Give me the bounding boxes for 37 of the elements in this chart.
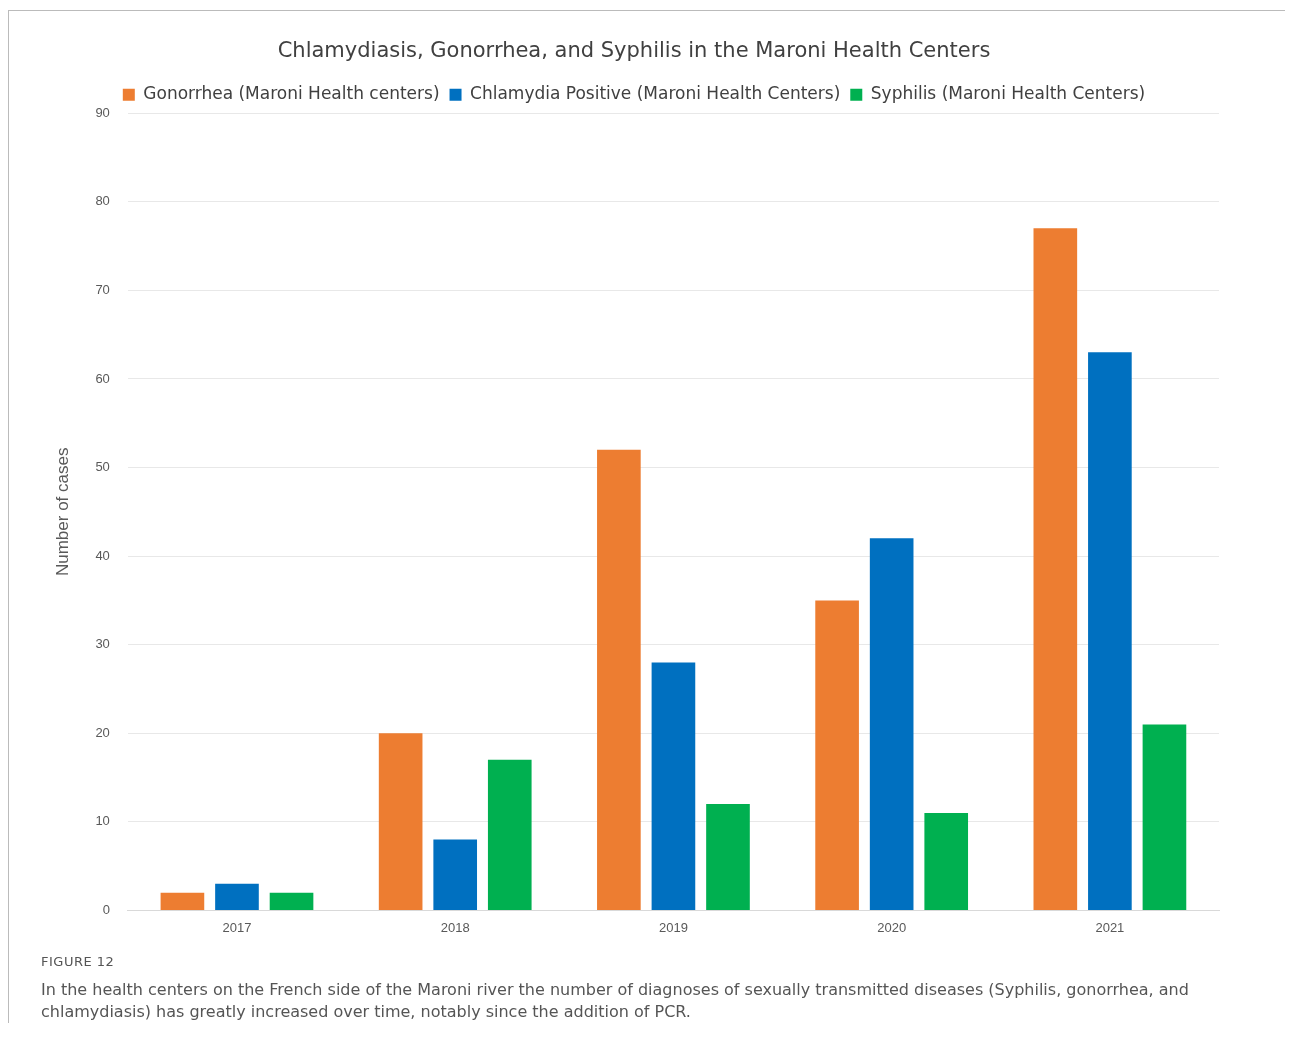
bar [1088,352,1132,910]
legend-label: Syphilis (Maroni Health Centers) [870,83,1146,104]
x-tick-label: 2020 [877,919,907,935]
y-tick-label: 60 [95,370,110,386]
y-tick-label: 30 [95,636,110,652]
text: In the health centers on the French side of the Maroni river the number of diagnoses of sexually transmitted diseases (Syphilis, gonorrhea, and chlamydiasis) has greatly increased over time, notably since the addition of PCR. [41,979,1190,1023]
y-axis-title: Number of cases [52,447,72,577]
y-tick-label: 80 [95,193,110,209]
y-tick-label: 90 [95,104,110,120]
legend-label: Chlamydia Positive (Maroni Health Centers) [470,83,841,104]
y-tick-label: 0 [102,901,110,917]
bar [215,883,259,910]
x-tick-label: 2019 [658,919,688,935]
bar [433,839,478,910]
bar [487,759,532,910]
bar [269,892,314,910]
bar [1142,724,1187,910]
y-tick-label: 10 [95,813,110,829]
bar [706,804,750,910]
caption: FIGURE 12 [41,953,116,971]
bar [1033,228,1078,910]
bar [378,733,423,910]
bar [160,892,205,910]
bar [815,600,859,910]
bar [597,449,641,910]
bar [651,662,696,910]
y-tick-label: 20 [95,724,110,740]
y-tick-label: 50 [95,459,110,475]
legend-label: Gonorrhea (Maroni Health centers) [143,83,440,104]
x-tick-label: 2017 [222,919,252,935]
bar [869,538,914,910]
y-tick-label: 40 [95,547,110,563]
bar [924,812,969,910]
x-tick-label: 2021 [1095,919,1125,935]
chart-title: Chlamydiasis, Gonorrhea, and Syphilis in the Maroni Health Centers [277,38,991,63]
y-tick-label: 70 [95,281,110,297]
x-tick-label: 2018 [440,919,470,935]
